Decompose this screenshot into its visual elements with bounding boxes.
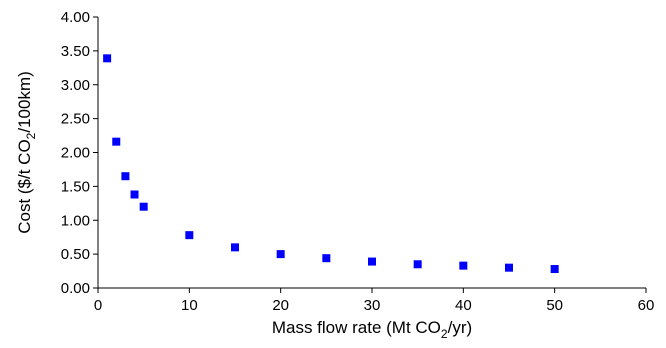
x-axis-title-tail: /yr)	[448, 318, 473, 337]
x-tick-label: 50	[546, 297, 563, 314]
x-axis-title-main: Mass flow rate (Mt CO	[272, 318, 441, 337]
y-tick-label: 4.00	[61, 9, 90, 26]
x-tick-label: 0	[94, 297, 102, 314]
y-axis-ticks: 0.00 0.50 1.00 1.50 2.00 2.50 3.00 3.50 4.00	[61, 9, 98, 297]
data-point	[413, 260, 422, 269]
y-axis-title: Cost ($/t CO2/100km)	[15, 71, 38, 234]
x-tick-label: 20	[272, 297, 289, 314]
x-tick-label: 30	[364, 297, 381, 314]
x-axis-title-sub: 2	[441, 327, 448, 341]
y-axis-title-main: Cost ($/t CO	[15, 139, 34, 233]
x-axis-ticks: 0 10 20 30 40 50 60	[94, 288, 655, 314]
y-tick-label: 0.00	[61, 280, 90, 297]
data-point	[550, 265, 559, 274]
y-tick-label: 3.00	[61, 77, 90, 94]
y-axis-title-sub: 2	[24, 132, 38, 139]
data-point	[121, 172, 130, 181]
data-point	[368, 257, 376, 266]
y-axis-title-tail: /100km)	[15, 71, 34, 132]
data-point	[185, 231, 194, 240]
y-tick-label: 0.50	[61, 246, 90, 263]
data-point	[505, 263, 513, 272]
data-points	[103, 54, 559, 274]
data-point	[130, 190, 139, 199]
y-tick-label: 1.50	[61, 178, 90, 195]
y-tick-label: 1.00	[61, 212, 90, 229]
data-point	[322, 254, 331, 263]
x-tick-label: 40	[455, 297, 472, 314]
y-tick-label: 2.00	[61, 145, 90, 162]
y-tick-label: 3.50	[61, 43, 90, 60]
y-tick-label: 2.50	[61, 111, 90, 128]
x-tick-label: 10	[181, 297, 198, 314]
data-point	[459, 261, 468, 270]
x-tick-label: 60	[638, 297, 655, 314]
data-point	[276, 250, 285, 259]
data-point	[231, 243, 239, 252]
data-point	[112, 137, 121, 146]
x-axis-title: Mass flow rate (Mt CO2/yr)	[272, 318, 472, 341]
data-point	[139, 202, 148, 211]
data-point	[103, 54, 112, 63]
